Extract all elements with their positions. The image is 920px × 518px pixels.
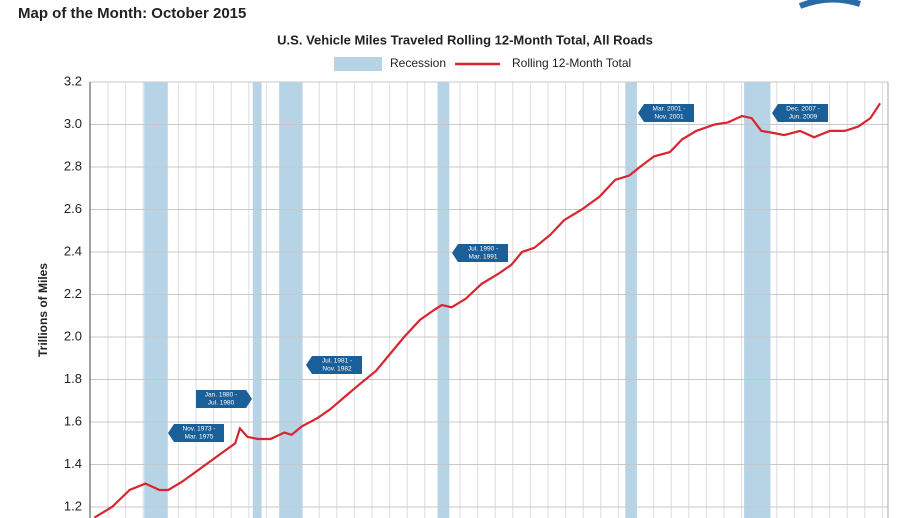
data-line	[93, 102, 882, 518]
callout-box	[196, 390, 252, 408]
callout-label: Nov. 2001	[654, 114, 684, 121]
callout-box	[638, 104, 694, 122]
chart-title: U.S. Vehicle Miles Traveled Rolling 12-M…	[277, 32, 653, 47]
y-tick-label: 1.8	[64, 371, 82, 386]
y-tick-label: 1.4	[64, 456, 82, 471]
callout-box	[452, 244, 508, 262]
legend-label: Recession	[390, 56, 446, 70]
legend-swatch-recession	[334, 57, 382, 71]
callout-label: Jun. 2009	[789, 114, 818, 121]
callout-label: Nov. 1982	[322, 366, 352, 373]
y-tick-label: 2.0	[64, 328, 82, 343]
y-tick-label: 1.6	[64, 413, 82, 428]
y-tick-label: 2.8	[64, 158, 82, 173]
callout-label: Nov. 1973 -	[182, 426, 215, 433]
callout-label: Mar. 2001 -	[653, 106, 686, 113]
y-axis-label: Trillions of Miles	[36, 263, 50, 357]
legend-label: Rolling 12-Month Total	[512, 56, 631, 70]
recession-band	[437, 82, 450, 518]
recession-band	[279, 82, 303, 518]
recession-band	[144, 82, 168, 518]
y-tick-label: 2.6	[64, 201, 82, 216]
callout-label: Jan. 1980 -	[205, 392, 238, 399]
callout-label: Mar. 1991	[469, 254, 498, 261]
y-tick-label: 2.4	[64, 243, 82, 258]
callout-box	[772, 104, 828, 122]
callout-label: Jul. 1980	[208, 400, 235, 407]
callout-label: Jul. 1990 -	[468, 246, 498, 253]
callout-box	[168, 424, 224, 442]
callout-label: Mar. 1975	[185, 434, 214, 441]
recession-band	[744, 82, 771, 518]
recession-band	[252, 82, 262, 518]
y-tick-label: 3.2	[64, 73, 82, 88]
logo	[798, 0, 861, 9]
recession-band	[625, 82, 637, 518]
callout-label: Jul. 1981 -	[322, 358, 352, 365]
callout-label: Dec. 2007 -	[786, 106, 820, 113]
callout-box	[306, 356, 362, 374]
y-tick-label: 2.2	[64, 286, 82, 301]
page-header: Map of the Month: October 2015	[18, 5, 246, 22]
y-tick-label: 3.0	[64, 116, 82, 131]
y-tick-label: 1.2	[64, 498, 82, 513]
